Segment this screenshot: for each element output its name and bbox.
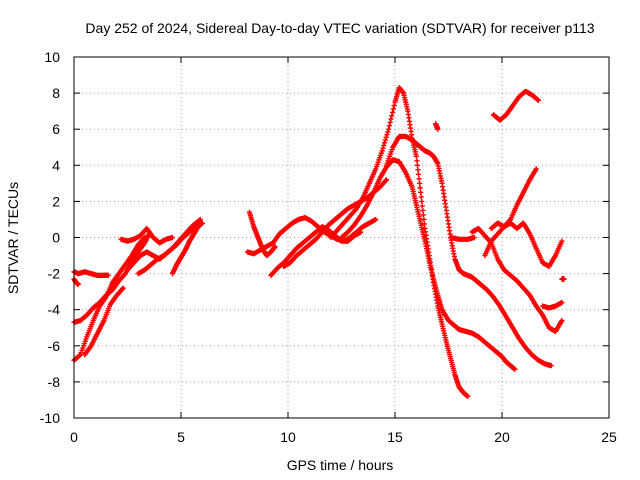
data-point — [389, 113, 395, 119]
x-tick-label: 15 — [387, 429, 403, 445]
x-tick-label: 25 — [601, 429, 617, 445]
data-point — [507, 217, 513, 223]
data-point — [380, 145, 386, 151]
x-tick-label: 0 — [70, 429, 78, 445]
data-point — [384, 132, 390, 138]
data-points — [71, 85, 567, 399]
data-point — [386, 123, 392, 129]
x-tick-label: 10 — [280, 429, 296, 445]
data-point — [419, 198, 425, 204]
y-tick-label: -4 — [48, 302, 61, 318]
data-point — [391, 102, 397, 109]
data-point — [272, 243, 278, 250]
y-tick-label: -8 — [48, 374, 61, 390]
data-point — [415, 167, 421, 173]
y-tick-label: 8 — [52, 85, 60, 101]
data-point — [471, 234, 477, 241]
data-point — [533, 166, 539, 172]
data-point — [387, 119, 393, 126]
data-point — [559, 238, 565, 244]
y-axis-label: SDTVAR / TECUs — [5, 182, 21, 294]
y-tick-label: -2 — [48, 266, 61, 282]
data-point — [373, 216, 379, 223]
data-point — [169, 234, 176, 241]
plot-frame — [73, 56, 610, 419]
y-tick-label: 10 — [44, 49, 60, 65]
data-point — [383, 134, 389, 140]
data-point — [417, 185, 423, 191]
data-point — [419, 203, 425, 209]
x-axis-label: GPS time / hours — [287, 457, 394, 473]
data-point — [381, 142, 387, 149]
data-point — [420, 207, 426, 214]
data-point — [381, 140, 388, 146]
data-point — [535, 97, 541, 103]
data-point — [389, 109, 396, 115]
y-tick-label: 6 — [52, 121, 60, 137]
data-point — [548, 363, 554, 369]
data-point — [382, 137, 388, 143]
data-point — [435, 126, 441, 132]
data-point — [512, 366, 518, 372]
data-point — [561, 276, 567, 282]
data-point — [75, 281, 81, 288]
data-point — [385, 129, 391, 135]
data-point — [388, 116, 394, 122]
y-tick-label: -6 — [48, 338, 61, 354]
data-point — [141, 235, 147, 242]
data-point — [416, 176, 422, 182]
y-tick-labels: -10 -8 -6 -4 -2 0 2 4 6 8 10 — [40, 49, 60, 426]
data-point — [383, 178, 389, 184]
data-point — [197, 216, 203, 223]
x-tick-label: 20 — [494, 429, 510, 445]
data-point — [383, 177, 390, 183]
data-point — [105, 272, 111, 279]
y-tick-label: 2 — [52, 193, 60, 209]
data-point — [415, 171, 422, 177]
y-tick-label: -10 — [40, 410, 60, 426]
data-point — [119, 286, 126, 292]
data-point — [418, 189, 424, 195]
data-point — [199, 220, 205, 226]
data-point — [420, 212, 426, 218]
data-point — [465, 393, 471, 399]
data-point — [418, 194, 424, 200]
data-point — [385, 126, 392, 132]
y-tick-label: 0 — [52, 230, 60, 246]
data-point — [421, 221, 428, 227]
data-point — [379, 148, 385, 154]
chart-title: Day 252 of 2024, Sidereal Day-to-day VTE… — [85, 20, 594, 36]
data-point — [120, 285, 126, 291]
data-point — [358, 229, 364, 235]
y-tick-label: 4 — [52, 157, 60, 173]
data-point — [414, 162, 421, 168]
data-point — [559, 299, 565, 306]
data-point — [413, 153, 419, 159]
data-point — [417, 180, 423, 186]
data-point — [142, 234, 148, 241]
data-point — [390, 106, 396, 112]
data-point — [559, 317, 565, 324]
x-tick-label: 5 — [177, 429, 185, 445]
data-point — [414, 158, 420, 164]
x-tick-labels: 0 5 10 15 20 25 — [70, 429, 617, 445]
data-point — [421, 216, 427, 223]
